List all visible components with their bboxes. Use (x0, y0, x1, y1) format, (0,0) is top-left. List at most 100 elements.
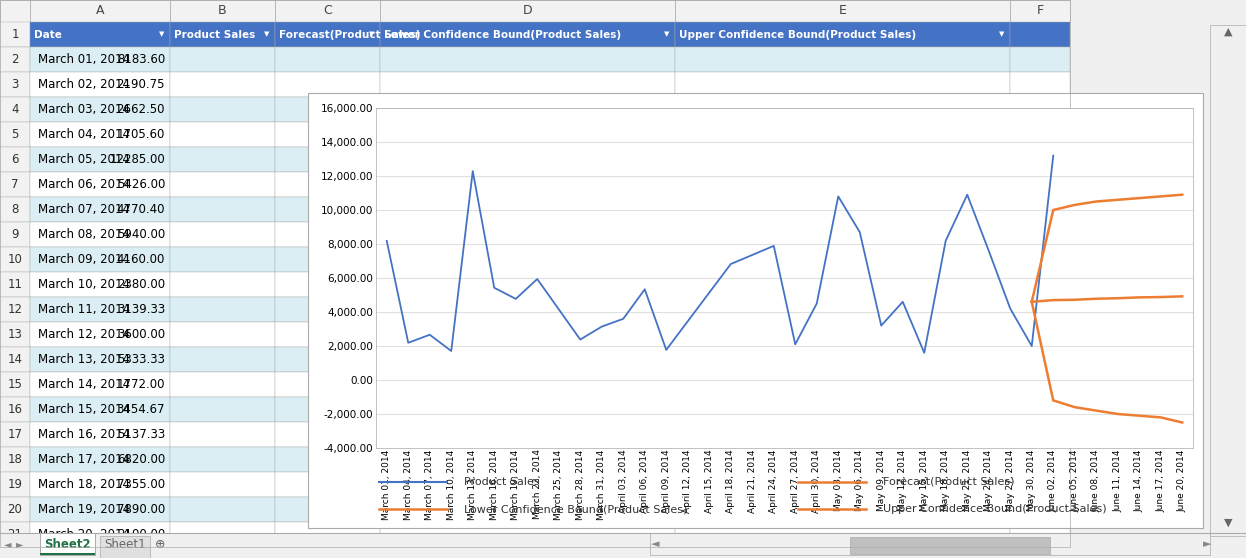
Text: March 08, 2014: March 08, 2014 (37, 228, 130, 241)
Bar (380, 322, 675, 347)
Bar (30, 297, 169, 322)
Text: 8: 8 (11, 203, 19, 216)
Bar (30, 472, 169, 497)
Bar (275, 397, 380, 422)
Bar (380, 297, 675, 322)
Text: 3454.67: 3454.67 (116, 403, 164, 416)
Bar (308, 93, 1202, 528)
Text: 4770.40: 4770.40 (116, 203, 164, 216)
Text: ◄: ◄ (650, 540, 659, 550)
Text: 3139.33: 3139.33 (117, 303, 164, 316)
Bar (675, 22, 1011, 47)
Text: Upper Confidence Bound(Product Sales): Upper Confidence Bound(Product Sales) (883, 504, 1106, 514)
Bar (169, 222, 275, 247)
Bar (0, 247, 30, 272)
Bar (380, 22, 675, 47)
Text: 2100.00: 2100.00 (117, 528, 164, 541)
Bar (0, 0, 30, 22)
Bar (675, 247, 1011, 272)
Bar (169, 22, 275, 47)
Text: March 15, 2014: March 15, 2014 (37, 403, 130, 416)
Bar (30, 22, 169, 47)
Bar (675, 172, 1011, 197)
Bar (1011, 397, 1070, 422)
Bar (380, 272, 675, 297)
Text: 2380.00: 2380.00 (117, 278, 164, 291)
Bar (1011, 447, 1070, 472)
Text: 5426.00: 5426.00 (117, 178, 164, 191)
Bar (275, 22, 380, 47)
Bar (275, 272, 380, 297)
Text: 8183.60: 8183.60 (117, 53, 164, 66)
Text: 5137.33: 5137.33 (117, 428, 164, 441)
Bar (30, 0, 169, 22)
Text: 5333.33: 5333.33 (117, 353, 164, 366)
Bar (380, 197, 675, 222)
Bar (100, 536, 150, 558)
Bar (275, 472, 380, 497)
Text: 5940.00: 5940.00 (117, 228, 164, 241)
Bar (30, 272, 169, 297)
Text: 3: 3 (11, 78, 19, 91)
Text: 2: 2 (11, 53, 19, 66)
Text: 1: 1 (11, 28, 19, 41)
Text: March 09, 2014: March 09, 2014 (37, 253, 130, 266)
Text: March 11, 2014: March 11, 2014 (37, 303, 130, 316)
Text: ▼: ▼ (1224, 518, 1232, 528)
Text: March 06, 2014: March 06, 2014 (37, 178, 130, 191)
Bar (40, 533, 95, 555)
Bar (30, 322, 169, 347)
Bar (169, 172, 275, 197)
Bar (675, 147, 1011, 172)
Text: 4160.00: 4160.00 (117, 253, 164, 266)
Text: Sheet2: Sheet2 (44, 538, 90, 551)
Bar (0, 197, 30, 222)
Bar (1011, 22, 1070, 47)
Bar (0, 147, 30, 172)
Text: 21: 21 (7, 528, 22, 541)
Bar (675, 297, 1011, 322)
Text: 19: 19 (7, 478, 22, 491)
Text: 12285.00: 12285.00 (110, 153, 164, 166)
Text: March 03, 2014: March 03, 2014 (37, 103, 130, 116)
Bar (30, 397, 169, 422)
Bar (675, 47, 1011, 72)
Text: March 17, 2014: March 17, 2014 (37, 453, 130, 466)
Bar (30, 497, 169, 522)
Bar (380, 0, 675, 22)
Bar (169, 372, 275, 397)
Text: Product Sales: Product Sales (465, 477, 540, 487)
Bar (380, 347, 675, 372)
Bar (1011, 72, 1070, 97)
Text: ▲: ▲ (1224, 27, 1232, 37)
Text: Date: Date (34, 30, 62, 40)
Text: Sheet1: Sheet1 (105, 538, 146, 551)
Bar (1011, 322, 1070, 347)
Text: ▼: ▼ (664, 31, 669, 37)
Bar (1011, 522, 1070, 547)
Bar (0, 0, 1070, 547)
Text: March 01, 2014: March 01, 2014 (37, 53, 130, 66)
Text: ▼: ▼ (369, 31, 375, 37)
Bar (675, 347, 1011, 372)
Bar (380, 47, 675, 72)
Bar (1011, 122, 1070, 147)
Text: 7355.00: 7355.00 (117, 478, 164, 491)
Bar (275, 447, 380, 472)
Bar (380, 97, 675, 122)
Bar (675, 72, 1011, 97)
Bar (169, 422, 275, 447)
Text: 2662.50: 2662.50 (116, 103, 164, 116)
Bar (0, 422, 30, 447)
Bar (0, 533, 1246, 558)
Bar (169, 347, 275, 372)
Text: C: C (323, 4, 331, 17)
Bar (0, 97, 30, 122)
Text: E: E (839, 4, 846, 17)
Text: Upper Confidence Bound(Product Sales): Upper Confidence Bound(Product Sales) (679, 30, 916, 40)
Text: 5: 5 (11, 128, 19, 141)
Text: F: F (1037, 4, 1044, 17)
Text: March 12, 2014: March 12, 2014 (37, 328, 130, 341)
Bar (850, 537, 1050, 554)
Bar (380, 497, 675, 522)
